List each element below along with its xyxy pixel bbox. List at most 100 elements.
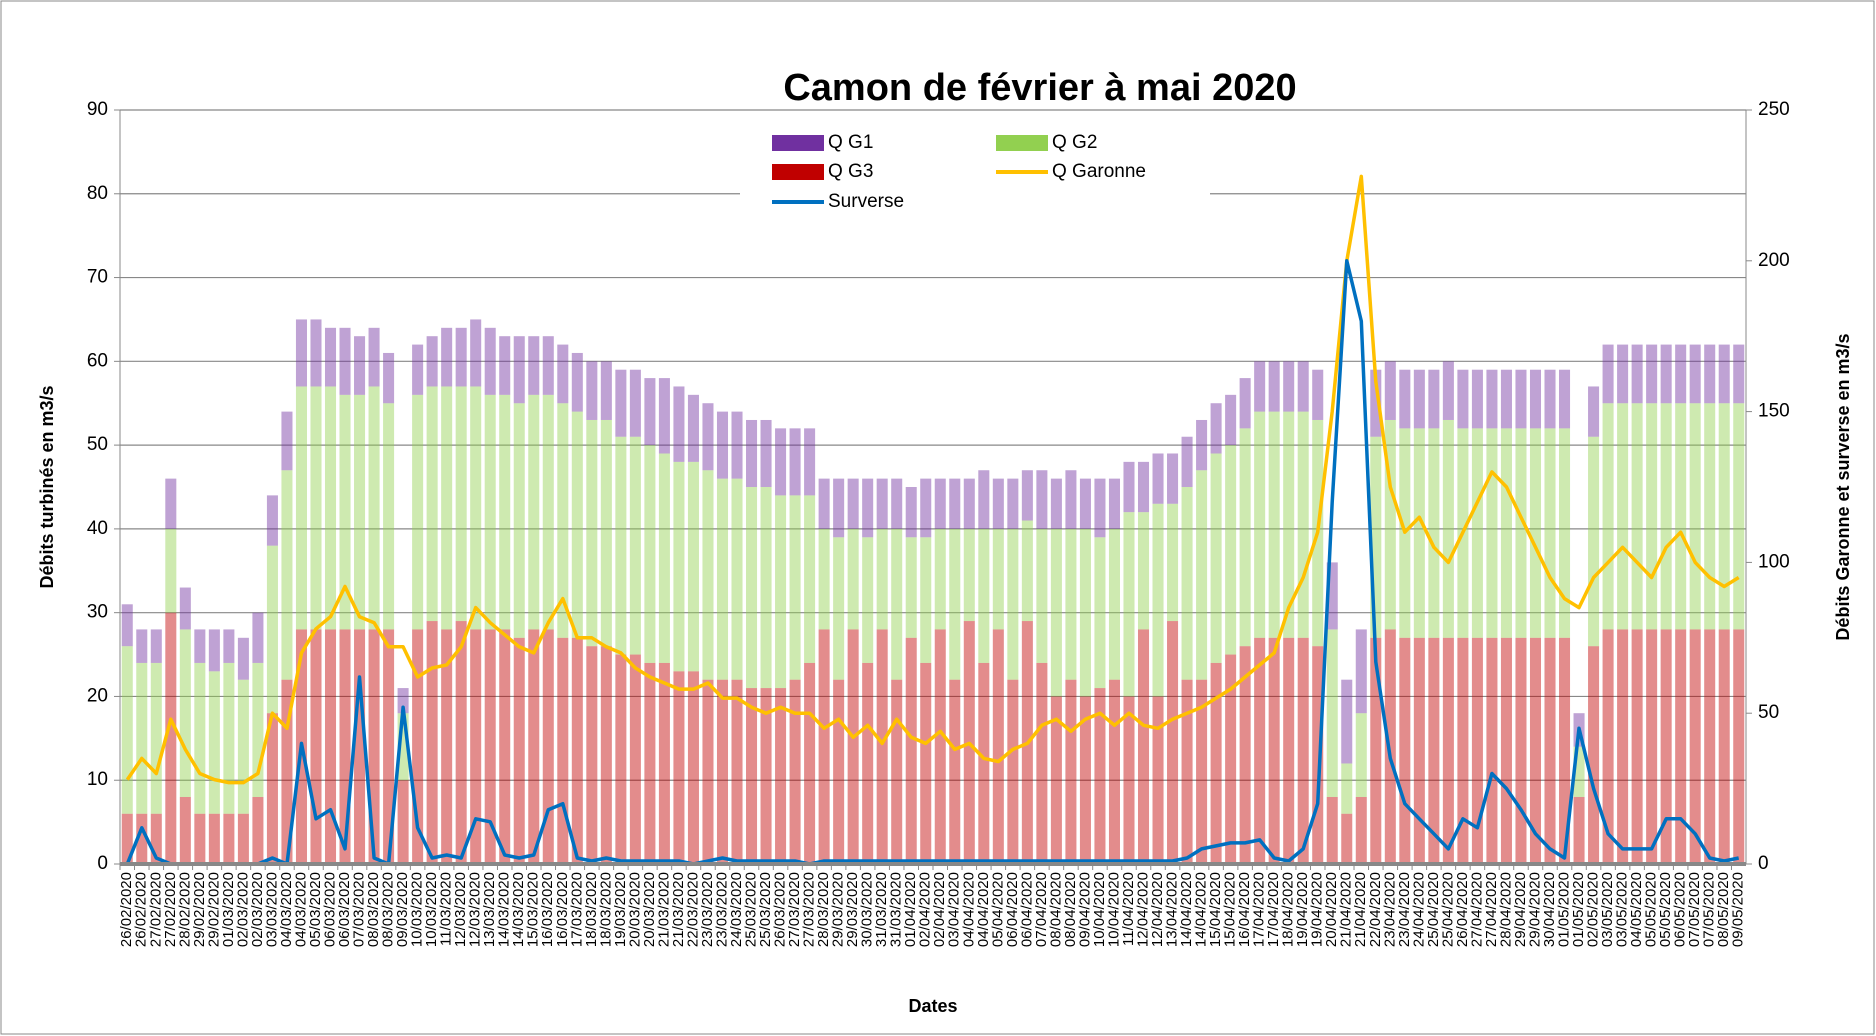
x-tick-label: 25/03/2020: [757, 872, 774, 947]
bar: [1486, 637, 1498, 864]
bar: [339, 629, 351, 864]
bar: [1660, 344, 1672, 404]
bar: [1181, 436, 1193, 487]
bar: [354, 629, 366, 864]
x-tick-label: 07/05/2020: [1686, 872, 1703, 947]
bar: [905, 537, 917, 638]
x-tick-label: 26/02/2020: [118, 872, 135, 947]
bar: [1326, 562, 1338, 630]
x-tick-label: 06/03/2020: [321, 872, 338, 947]
y2-tick-label: 100: [1758, 551, 1790, 572]
bar: [165, 478, 177, 529]
bar: [644, 445, 656, 663]
bar: [1312, 646, 1324, 864]
x-tick-label: 02/04/2020: [917, 872, 934, 947]
bar: [1036, 662, 1048, 864]
x-tick-label: 13/03/2020: [481, 872, 498, 947]
x-tick-label: 19/03/2020: [612, 872, 629, 947]
y2-tick-label: 50: [1758, 702, 1779, 723]
x-tick-label: 17/04/2020: [1251, 872, 1268, 947]
bar: [934, 629, 946, 864]
bar: [252, 662, 264, 797]
bar: [281, 470, 293, 680]
bar: [1355, 629, 1367, 714]
bar: [1602, 403, 1614, 630]
x-tick-label: 28/04/2020: [1497, 872, 1514, 947]
x-tick-label: 14/03/2020: [510, 872, 527, 947]
bar: [310, 319, 322, 387]
x-tick-label: 12/04/2020: [1134, 872, 1151, 947]
bar: [1268, 637, 1280, 864]
x-tick-label: 27/02/2020: [147, 872, 164, 947]
bar: [1196, 470, 1208, 680]
bar: [1326, 796, 1338, 864]
bar: [1239, 378, 1251, 429]
x-tick-label: 10/04/2020: [1091, 872, 1108, 947]
x-tick-label: 17/03/2020: [568, 872, 585, 947]
bar: [1413, 637, 1425, 864]
bar: [1108, 478, 1120, 529]
bar: [775, 495, 787, 689]
x-tick-label: 20/04/2020: [1323, 872, 1340, 947]
bar: [1559, 369, 1571, 429]
bar: [1167, 453, 1179, 504]
bar: [1007, 478, 1019, 529]
x-tick-label: 09/05/2020: [1730, 872, 1747, 947]
bar: [194, 629, 206, 663]
bar: [746, 487, 758, 689]
x-tick-label: 08/04/2020: [1062, 872, 1079, 947]
bar: [716, 679, 729, 864]
bar: [368, 327, 380, 387]
x-tick-label: 30/03/2020: [859, 872, 876, 947]
bar: [1471, 637, 1483, 864]
x-tick-label: 03/05/2020: [1599, 872, 1616, 947]
bar: [1588, 436, 1600, 647]
bar: [412, 394, 424, 630]
bar: [1689, 403, 1701, 630]
x-tick-label: 08/05/2020: [1715, 872, 1732, 947]
bar: [1486, 428, 1498, 638]
bar: [1617, 403, 1629, 630]
bar: [1210, 403, 1222, 454]
bar: [1544, 428, 1556, 638]
bar: [862, 478, 874, 538]
bar: [1631, 403, 1643, 630]
bar: [600, 419, 612, 647]
x-tick-label: 22/03/2020: [684, 872, 701, 947]
bar: [1137, 512, 1150, 630]
bar: [1297, 637, 1309, 864]
x-tick-label: 23/03/2020: [713, 872, 730, 947]
x-tick-label: 23/04/2020: [1396, 872, 1413, 947]
bar: [1123, 461, 1135, 513]
bar: [891, 679, 903, 864]
x-tick-label: 21/04/2020: [1338, 872, 1355, 947]
bar: [934, 528, 946, 630]
bar: [223, 813, 235, 864]
bar: [354, 394, 366, 630]
bar: [150, 662, 162, 814]
bar: [557, 637, 569, 864]
bar: [1210, 662, 1222, 864]
bar: [121, 646, 133, 814]
x-tick-label: 05/05/2020: [1657, 872, 1674, 947]
x-tick-label: 29/04/2020: [1512, 872, 1529, 947]
bar: [179, 629, 191, 797]
bar: [1225, 445, 1237, 655]
bar: [484, 327, 496, 395]
bar: [629, 369, 641, 437]
y-axis-title: Débits turbinés en m3/s: [37, 385, 57, 588]
bar: [992, 629, 1004, 864]
bar: [702, 679, 714, 864]
bar: [1152, 696, 1164, 864]
bar: [992, 528, 1004, 630]
bar: [644, 662, 656, 864]
bar: [1341, 813, 1353, 864]
bar: [397, 780, 409, 864]
bar: [1457, 369, 1469, 429]
legend-swatch: [996, 135, 1048, 151]
bar: [571, 637, 583, 864]
bar: [557, 344, 569, 404]
bar: [673, 671, 685, 864]
bar: [905, 487, 917, 538]
bar: [789, 428, 801, 496]
